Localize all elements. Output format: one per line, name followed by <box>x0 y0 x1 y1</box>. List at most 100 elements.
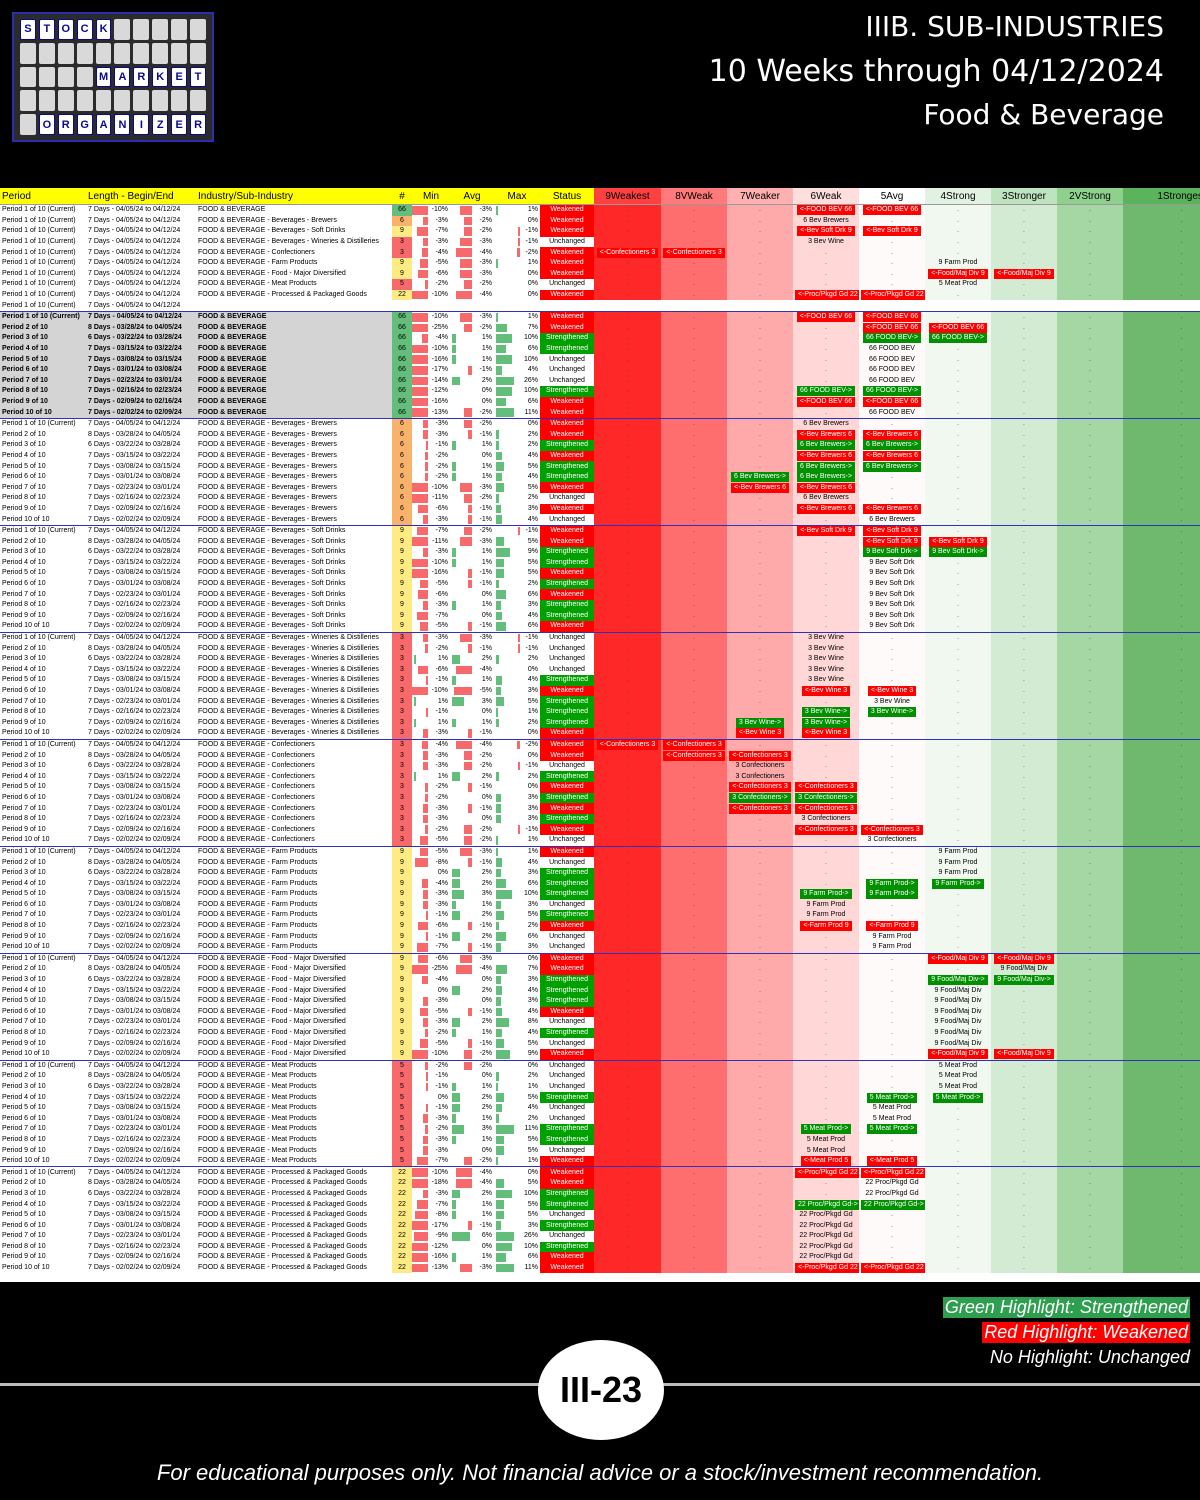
min-value: -5% <box>435 847 448 855</box>
min-value: 1% <box>437 697 448 705</box>
avg-bar <box>460 1263 472 1273</box>
level-cell: . <box>1123 236 1200 248</box>
level-cell: . <box>859 792 925 804</box>
level-cell: . <box>727 1071 793 1082</box>
position-tag: 3 Bev Wine-> <box>801 717 851 728</box>
level-cell: . <box>727 1027 793 1039</box>
period-cell: Period 2 of 10 <box>2 430 46 438</box>
level-cell: . <box>925 407 991 419</box>
industry-cell: FOOD & BEVERAGE - Beverages - Soft Drink… <box>198 601 346 609</box>
avg-cell: -1% <box>450 803 494 814</box>
table-row: Period 6 of 10 7 Days - 03/01/24 to 03/08… <box>0 364 1200 376</box>
period-cell: Period 2 of 10 <box>2 537 46 545</box>
position-tag: 66 FOOD BEV-> <box>929 333 987 344</box>
avg-value: -1% <box>479 1221 492 1229</box>
table-row: Period 5 of 10 7 Days - 03/08/24 to 03/15… <box>0 461 1200 472</box>
position-tag: <-FOOD BEV 66 <box>796 205 856 216</box>
position-tag: 9 Bev Soft Drk <box>869 569 915 577</box>
max-cell: 26% <box>494 376 540 387</box>
level-cell: . <box>991 899 1057 911</box>
max-bar <box>496 483 504 493</box>
max-value: -1% <box>525 825 538 833</box>
level-cell: . <box>661 257 727 269</box>
length-cell: 7 Days - 02/23/24 to 03/01/24 <box>88 590 181 598</box>
max-cell: 4% <box>494 451 540 462</box>
level-cell: . <box>1057 268 1123 280</box>
min-value: -5% <box>435 259 448 267</box>
avg-value: -1% <box>479 1007 492 1015</box>
level-cell: . <box>661 771 727 783</box>
avg-cell: -3% <box>450 310 494 323</box>
avg-cell: -1% <box>450 504 494 515</box>
min-cell: -3% <box>412 631 450 644</box>
position-tag: <-Meat Prod 5 <box>800 1156 852 1167</box>
logo-letter: T <box>190 66 206 88</box>
period-cell: Period 5 of 10 <box>2 569 46 577</box>
level-cell: <-Food/Maj Div 9 <box>925 268 991 280</box>
level-cell: . <box>594 204 661 216</box>
level-cell: . <box>925 289 991 301</box>
avg-bar <box>452 1028 456 1038</box>
level-cell: . <box>991 429 1057 441</box>
min-bar <box>423 1018 428 1027</box>
level-cell: . <box>925 1252 991 1263</box>
level-cell: . <box>991 1262 1057 1274</box>
status-cell: Unchanged <box>549 1232 585 1240</box>
level-cell: . <box>991 1252 1057 1263</box>
min-cell: -8% <box>412 1210 450 1221</box>
empty-cell <box>540 300 594 311</box>
level-cell: . <box>661 524 727 537</box>
level-cell: <-Confectioners 3 <box>594 247 661 258</box>
max-cell: 5% <box>494 910 540 921</box>
level-cell: . <box>1123 1145 1200 1156</box>
max-bar <box>496 515 503 524</box>
avg-bar <box>468 504 472 514</box>
count-cell: 3 <box>392 824 412 836</box>
avg-cell: -3% <box>450 536 494 547</box>
max-bar <box>496 900 501 910</box>
avg-cell: -1% <box>450 1220 494 1231</box>
avg-cell: -2% <box>450 1059 494 1072</box>
period-cell: Period 8 of 10 <box>2 601 46 609</box>
industry-cell: FOOD & BEVERAGE - Food - Major Diversifi… <box>198 269 346 277</box>
avg-cell: -2% <box>450 824 494 835</box>
period-cell: Period 7 of 10 <box>2 590 46 598</box>
level-cell: . <box>1057 589 1123 600</box>
level-cell: 6 Bev Brewers-> <box>859 440 925 451</box>
level-cell: . <box>859 1209 925 1221</box>
min-bar <box>423 804 428 813</box>
level-cell: . <box>1057 899 1123 911</box>
count-cell: 9 <box>392 1038 412 1049</box>
position-tag: 22 Proc/Pkgd Gd-> <box>861 1199 925 1210</box>
min-cell: -5% <box>412 621 450 632</box>
level-cell: . <box>594 343 661 355</box>
min-value: -1% <box>435 911 448 919</box>
min-bar <box>414 697 416 706</box>
level-cell: . <box>594 1102 661 1114</box>
avg-bar <box>464 526 472 536</box>
avg-bar <box>452 718 456 728</box>
level-cell: . <box>859 760 925 772</box>
level-cell: . <box>727 1081 793 1093</box>
avg-value: 1% <box>481 900 492 908</box>
max-cell: 5% <box>494 696 540 707</box>
max-bar <box>496 376 514 386</box>
length-cell: 7 Days - 03/15/24 to 03/22/24 <box>86 343 196 355</box>
level-cell: . <box>1123 835 1200 847</box>
level-cell: . <box>1057 728 1123 740</box>
level-cell: . <box>1123 386 1200 397</box>
level-cell: 66 FOOD BEV-> <box>859 333 925 344</box>
industry-cell: FOOD & BEVERAGE - Farm Products <box>198 858 318 866</box>
level-cell: . <box>991 578 1057 590</box>
level-cell: . <box>594 696 661 707</box>
max-bar <box>496 451 503 461</box>
table-row: Period 8 of 10 7 Days - 02/16/24 to 02/23… <box>0 1134 1200 1146</box>
avg-bar <box>460 537 472 546</box>
length-cell: 7 Days - 04/05/24 to 04/12/24 <box>86 738 196 751</box>
level-cell: . <box>1057 536 1123 547</box>
level-cell: <-Proc/Pkgd Gd 22 <box>859 1262 925 1274</box>
level-cell: . <box>991 310 1057 323</box>
level-cell: . <box>727 375 793 387</box>
period-cell: Period 1 of 10 (Current) <box>2 291 76 299</box>
max-value: 2% <box>527 441 538 449</box>
